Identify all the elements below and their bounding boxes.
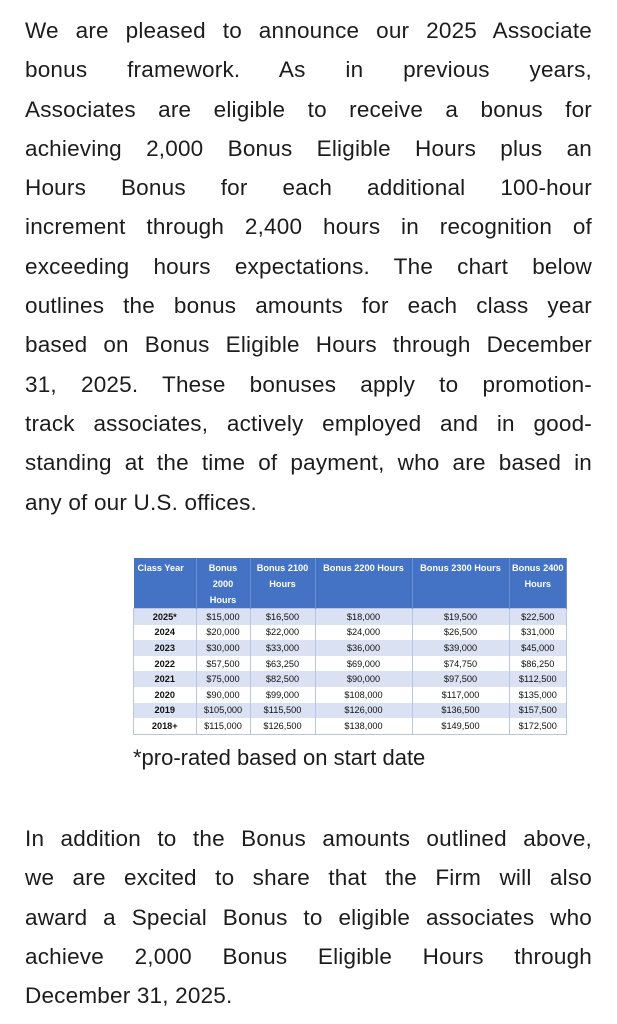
bonus-cell: $126,000 [315,702,413,719]
bonus-cell: $172,500 [509,718,567,735]
bonus-cell: $24,000 [315,624,413,641]
bonus-cell: $69,000 [315,655,413,672]
text-line: track associates, actively employed and … [25,410,592,436]
bonus-cell: $112,500 [509,671,567,687]
bonus-cell: $97,500 [412,671,510,687]
bonus-cell: $63,250 [250,655,316,672]
text-line: exceeding hours expectations. The chart … [25,253,592,279]
text-line: achieve 2,000 Bonus Eligible Hours throu… [25,943,592,969]
bonus-cell: $90,000 [315,671,413,687]
text-line: based on Bonus Eligible Hours through De… [25,332,592,358]
bonus-cell: $75,000 [196,671,251,687]
table-row: 2021 $75,000 $82,500 $90,000 $97,500 $112,500 [133,671,567,687]
bonus-cell: $16,500 [250,608,316,625]
bonus-cell: $86,250 [509,655,567,672]
text-line: any of our U.S. offices. [25,489,257,515]
text-line: We are pleased to announce our 2025 Asso… [25,18,592,43]
class-year-cell: 2021 [133,671,197,687]
table-row: 2018+ $115,000 $126,500 $138,000 $149,500 $17… [133,718,567,735]
bonus-cell: $45,000 [509,640,567,656]
class-year-cell: 2023 [133,640,197,656]
header-bonus-2200: Bonus 2200 Hours [315,558,413,609]
bonus-cell: $115,000 [196,718,251,735]
text-line: bonus framework. As in previous years, [25,57,592,83]
header-bonus-2400: Bonus 2400 Hours [509,558,567,609]
footnote: *pro-rated based on start date [133,745,426,770]
text-line: achieving 2,000 Bonus Eligible Hours plu… [25,135,592,161]
bonus-cell: $15,000 [196,608,251,625]
bonus-cell: $22,000 [250,624,316,641]
bonus-cell: $135,000 [509,686,567,703]
intro-paragraph: We are pleased to announce our 2025 Asso… [25,11,592,522]
table-row: 2024 $20,000 $22,000 $24,000 $26,500 $31,000 [133,624,567,641]
bonus-cell: $115,500 [250,702,316,719]
text-line: standing at the time of payment, who are… [25,450,592,476]
bonus-cell: $20,000 [196,624,251,641]
table-row: 2023 $30,000 $33,000 $36,000 $39,000 $45,000 [133,640,567,656]
class-year-cell: 2024 [133,624,197,641]
table-header-row: Class Year Bonus 2000 Hours Bonus 2100 H… [133,558,567,609]
bonus-cell: $108,000 [315,686,413,703]
header-bonus-2300: Bonus 2300 Hours [412,558,510,609]
bonus-cell: $74,750 [412,655,510,672]
header-bonus-2000: Bonus 2000 Hours [196,558,251,609]
bonus-cell: $149,500 [412,718,510,735]
text-line: Hours Bonus for each additional 100-hour [25,175,592,201]
class-year-cell: 2025* [133,608,197,625]
bonus-cell: $157,500 [509,702,567,719]
bonus-cell: $22,500 [509,608,567,625]
text-line: increment through 2,400 hours in recogni… [25,214,592,240]
class-year-cell: 2018+ [133,718,197,735]
bonus-cell: $82,500 [250,671,316,687]
text-line: outlines the bonus amounts for each clas… [25,293,592,319]
bonus-cell: $90,000 [196,686,251,703]
text-line: 31, 2025. These bonuses apply to promoti… [25,371,592,397]
text-line: Associates are eligible to receive a bon… [25,96,592,122]
table-row: 2025* $15,000 $16,500 $18,000 $19,500 $22,500 [133,608,567,625]
table-row: 2022 $57,500 $63,250 $69,000 $74,750 $86,250 [133,655,567,672]
bonus-cell: $31,000 [509,624,567,641]
header-bonus-2100: Bonus 2100 Hours [250,558,316,609]
table-row: 2019 $105,000 $115,500 $126,000 $136,500 $157… [133,702,567,719]
bonus-cell: $18,000 [315,608,413,625]
text-line: award a Special Bonus to eligible associ… [25,904,592,930]
bonus-table: Class Year Bonus 2000 Hours Bonus 2100 H… [133,558,567,735]
text-line: we are excited to share that the Firm wi… [25,865,592,891]
bonus-cell: $126,500 [250,718,316,735]
class-year-cell: 2022 [133,655,197,672]
class-year-cell: 2020 [133,686,197,703]
bonus-cell: $19,500 [412,608,510,625]
bonus-cell: $99,000 [250,686,316,703]
class-year-cell: 2019 [133,702,197,719]
bonus-cell: $57,500 [196,655,251,672]
bonus-cell: $105,000 [196,702,251,719]
bonus-cell: $117,000 [412,686,510,703]
bonus-cell: $36,000 [315,640,413,656]
closing-paragraph: In addition to the Bonus amounts outline… [25,819,592,1015]
bonus-cell: $39,000 [412,640,510,656]
bonus-cell: $136,500 [412,702,510,719]
table-row: 2020 $90,000 $99,000 $108,000 $117,000 $135,0… [133,686,567,703]
text-line: December 31, 2025. [25,983,233,1009]
bonus-cell: $138,000 [315,718,413,735]
bonus-cell: $26,500 [412,624,510,641]
header-class-year: Class Year [133,558,197,609]
bonus-cell: $30,000 [196,640,251,656]
bonus-cell: $33,000 [250,640,316,656]
text-line: In addition to the Bonus amounts outline… [25,826,592,851]
